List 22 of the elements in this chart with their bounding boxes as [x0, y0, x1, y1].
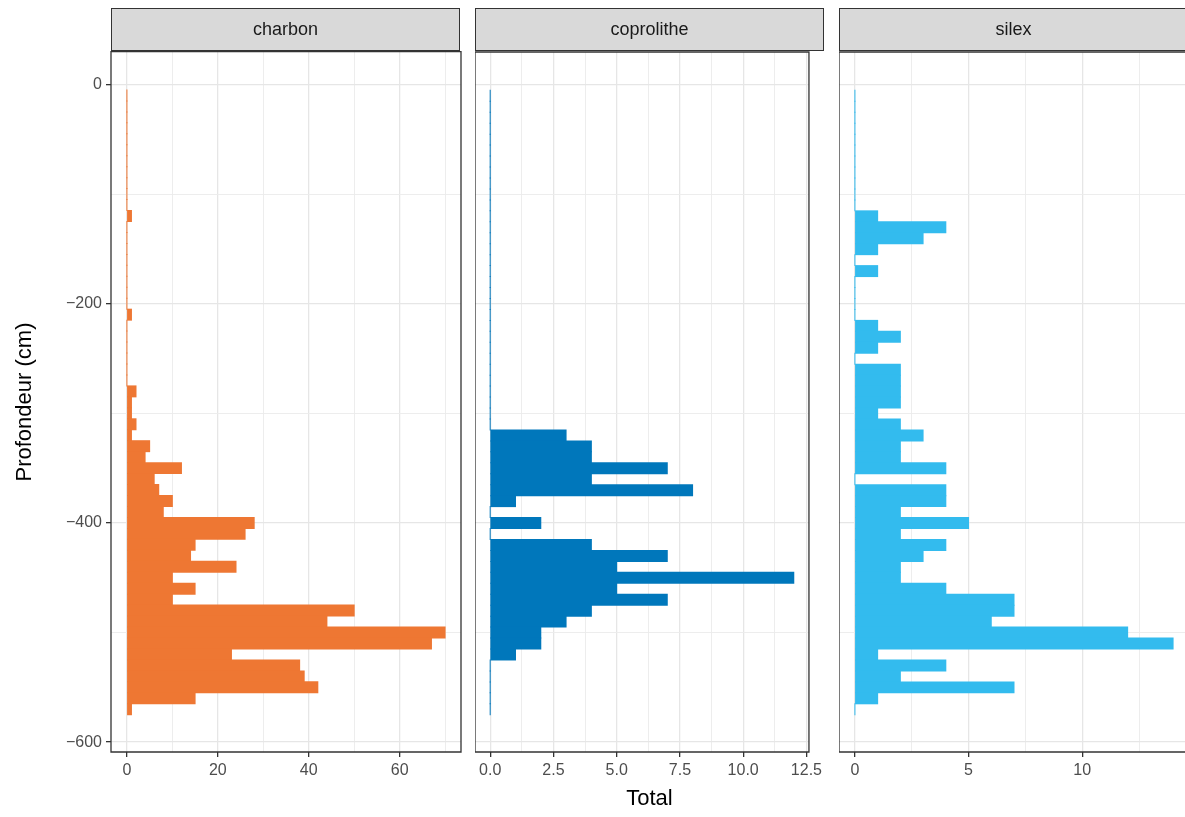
y-tick-label: 0 — [93, 74, 103, 92]
chart-title: coprolithe — [475, 8, 824, 51]
x-tick-label: 10.0 — [727, 761, 759, 779]
y-tick-label: −200 — [65, 294, 103, 312]
x-axis-title: Total — [626, 785, 673, 811]
x-tick-label: 40 — [299, 761, 318, 779]
x-tick-label: 10 — [1073, 761, 1092, 779]
x-tick-label: 7.5 — [668, 761, 692, 779]
x-tick-label: 0 — [850, 761, 860, 779]
y-tick-label: −400 — [65, 513, 103, 531]
x-tick-label: 0.0 — [479, 761, 502, 779]
x-tick-label: 5.0 — [605, 761, 628, 779]
x-tick-label: 0 — [122, 761, 132, 779]
x-tick-label: 12.5 — [790, 761, 823, 779]
x-tick-label: 2.5 — [542, 761, 565, 779]
chart-title: charbon — [111, 8, 460, 51]
x-tick-label: 60 — [390, 761, 409, 779]
y-axis-title: Profondeur (cm) — [11, 322, 37, 482]
chart-title: silex — [839, 8, 1185, 51]
x-tick-label: 20 — [208, 761, 227, 779]
x-tick-label: 5 — [964, 761, 974, 779]
y-tick-label: −600 — [65, 732, 103, 750]
